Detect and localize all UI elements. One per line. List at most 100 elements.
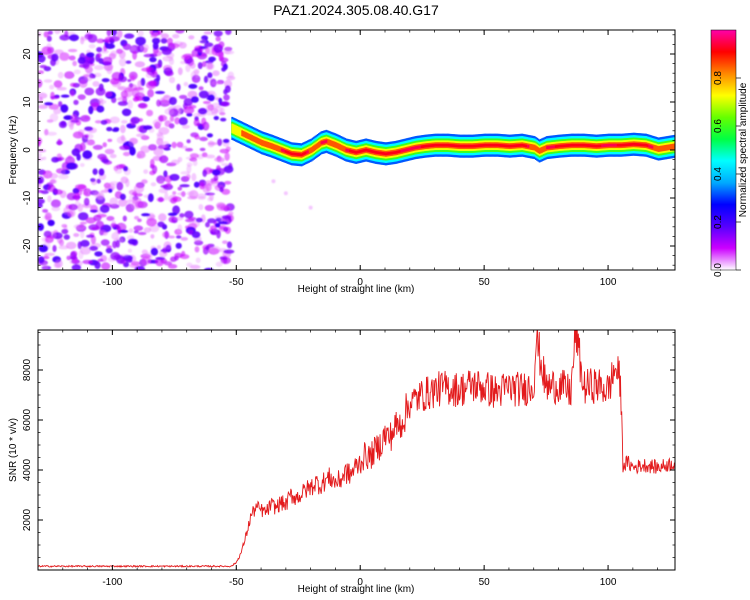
noise-blob bbox=[98, 98, 104, 103]
noise-blob bbox=[183, 98, 193, 106]
noise-blob bbox=[152, 42, 159, 50]
noise-blob bbox=[146, 109, 154, 117]
noise-blob bbox=[141, 255, 151, 265]
ridge-cell bbox=[263, 140, 266, 147]
ridge-cell bbox=[318, 141, 320, 148]
ridge-core bbox=[512, 144, 515, 148]
noise-blob bbox=[79, 79, 88, 88]
noise-blob bbox=[125, 178, 130, 188]
noise-blob bbox=[176, 83, 181, 91]
ridge-core bbox=[361, 149, 364, 153]
noise-blob bbox=[85, 66, 93, 74]
noise-blob bbox=[116, 136, 127, 144]
ridge-core bbox=[378, 151, 381, 155]
noise-blob bbox=[146, 217, 157, 227]
ridge-core bbox=[465, 144, 468, 148]
noise-blob bbox=[58, 174, 69, 180]
colorbar-tick-label: 0.2 bbox=[713, 215, 724, 229]
ridge-core bbox=[587, 144, 589, 147]
noise-blob bbox=[106, 216, 115, 221]
noise-blob bbox=[203, 75, 209, 83]
noise-blob bbox=[193, 118, 200, 127]
noise-blob bbox=[169, 43, 180, 49]
noise-blob bbox=[191, 74, 201, 83]
y-tick-label: -10 bbox=[22, 190, 33, 205]
noise-blob bbox=[63, 207, 69, 215]
noise-blob bbox=[71, 148, 81, 157]
ridge-core bbox=[588, 144, 591, 147]
ridge-core bbox=[565, 144, 568, 147]
noise-blob bbox=[132, 96, 140, 102]
noise-blob bbox=[43, 79, 53, 83]
noise-blob bbox=[112, 240, 117, 249]
noise-blob bbox=[38, 256, 45, 264]
noise-blob bbox=[175, 242, 182, 249]
noise-blob bbox=[97, 153, 107, 160]
ridge-core bbox=[439, 144, 442, 147]
ridge-cell bbox=[305, 150, 308, 154]
noise-blob bbox=[150, 247, 159, 256]
noise-blob bbox=[163, 94, 170, 99]
noise-blob bbox=[119, 224, 127, 228]
ridge-core bbox=[572, 144, 574, 147]
ridge-cell bbox=[279, 146, 282, 153]
ridge-cell bbox=[610, 143, 613, 147]
ridge-cell bbox=[309, 147, 312, 154]
noise-blob bbox=[69, 89, 75, 97]
noise-blob bbox=[117, 30, 123, 39]
ridge-cell bbox=[243, 131, 246, 138]
noise-blob bbox=[77, 94, 86, 100]
noise-blob bbox=[38, 79, 43, 88]
noise-blob bbox=[150, 182, 157, 187]
noise-blob bbox=[100, 119, 108, 125]
ridge-core bbox=[432, 144, 434, 147]
noise-blob bbox=[126, 199, 132, 204]
noise-blob bbox=[47, 184, 56, 192]
noise-blob bbox=[68, 203, 78, 211]
noise-blob bbox=[41, 51, 52, 55]
noise-blob bbox=[104, 91, 113, 98]
ridge-core bbox=[299, 153, 302, 156]
noise-blob bbox=[219, 148, 230, 154]
ridge-cell bbox=[345, 148, 348, 152]
noise-blob bbox=[204, 46, 210, 55]
ridge-cell bbox=[331, 140, 334, 147]
noise-blob bbox=[180, 60, 186, 65]
ridge-core bbox=[380, 151, 382, 155]
noise-blob bbox=[136, 133, 146, 138]
ridge-core bbox=[570, 144, 573, 147]
ridge-cell bbox=[236, 126, 239, 136]
ridge-core bbox=[622, 143, 625, 147]
noise-blob bbox=[130, 74, 136, 82]
noise-blob bbox=[118, 50, 126, 59]
noise-blob bbox=[164, 192, 169, 201]
noise-blob bbox=[134, 266, 146, 270]
ridge-cell bbox=[324, 140, 327, 144]
noise-blob bbox=[58, 121, 67, 129]
ridge-core bbox=[355, 151, 358, 154]
ridge-core bbox=[295, 153, 298, 156]
ridge-cell bbox=[539, 147, 542, 154]
ridge-core bbox=[589, 144, 592, 147]
ridge-core bbox=[637, 143, 640, 146]
noise-blob bbox=[100, 239, 110, 246]
noise-blob bbox=[98, 168, 105, 176]
ridge-cell bbox=[313, 145, 315, 152]
noise-blob bbox=[104, 148, 115, 155]
noise-blob bbox=[227, 71, 234, 79]
ridge-cell bbox=[415, 145, 418, 149]
ridge-cell bbox=[553, 145, 556, 149]
noise-blob bbox=[77, 212, 89, 221]
ridge-cell bbox=[650, 145, 653, 149]
ridge-cell bbox=[231, 123, 234, 134]
ridge-core bbox=[430, 144, 433, 147]
ridge-cell bbox=[547, 146, 550, 149]
noise-blob bbox=[109, 197, 118, 206]
noise-blob bbox=[71, 264, 82, 270]
ridge-core bbox=[617, 144, 620, 147]
ridge-core bbox=[288, 151, 291, 155]
noise-blob bbox=[174, 117, 180, 125]
ridge-cell bbox=[253, 136, 256, 143]
noise-blob bbox=[181, 250, 186, 257]
